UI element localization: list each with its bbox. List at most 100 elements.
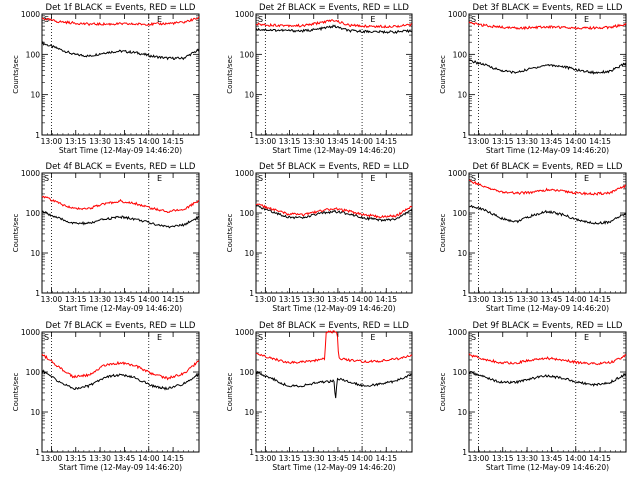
marker-e: E: [157, 174, 162, 183]
x-tick-label: 13:30: [303, 137, 325, 146]
marker-e: E: [370, 174, 375, 183]
marker-e: E: [584, 174, 589, 183]
panel-title: Det 6f BLACK = Events, RED = LLD: [473, 162, 623, 172]
y-axis-label: Counts/sec: [12, 214, 20, 253]
marker-s: S: [471, 15, 476, 24]
y-tick-label: 10: [30, 249, 40, 258]
detector-panel-7: Det 7f BLACK = Events, RED = LLD 1 10 100 10…: [12, 321, 200, 472]
x-tick-label: 13:45: [541, 454, 563, 463]
y-tick-label: 1: [249, 448, 254, 457]
y-axis-label: Counts/sec: [226, 55, 234, 94]
x-tick-label: 13:45: [327, 295, 349, 304]
x-tick-label: 14:15: [375, 295, 397, 304]
x-tick-label: 13:15: [492, 137, 514, 146]
y-tick-label: 10: [30, 408, 40, 417]
x-tick-label: 14:00: [138, 454, 160, 463]
marker-e: E: [584, 15, 589, 24]
y-tick-label: 100: [26, 209, 41, 218]
y-tick-label: 10: [457, 249, 467, 258]
y-tick-label: 100: [453, 209, 468, 218]
x-tick-label: 14:15: [162, 295, 184, 304]
series-events-line: [41, 210, 200, 229]
x-axis-label: Start Time (12-May-09 14:46:20): [272, 304, 395, 313]
x-tick-label: 14:00: [351, 454, 373, 463]
x-tick-label: 13:15: [279, 454, 301, 463]
plot-frame: [255, 172, 413, 294]
panel-title: Det 2f BLACK = Events, RED = LLD: [259, 3, 409, 13]
x-tick-label: 13:15: [65, 454, 87, 463]
y-tick-label: 100: [240, 209, 255, 218]
x-axis-label: Start Time (12-May-09 14:46:20): [59, 304, 182, 313]
y-tick-label: 1: [35, 289, 40, 298]
plot-frame: [468, 331, 627, 453]
y-axis-label: Counts/sec: [439, 55, 447, 94]
y-tick-label: 100: [453, 50, 468, 59]
x-tick-label: 13:00: [255, 137, 277, 146]
series-events-line: [255, 24, 413, 34]
detector-panel-9: Det 9f BLACK = Events, RED = LLD 1 10 100 10…: [439, 321, 627, 472]
marker-s: S: [471, 174, 476, 183]
y-tick-label: 1: [35, 448, 40, 457]
x-tick-label: 14:00: [138, 137, 160, 146]
series-events-line: [255, 370, 413, 399]
plot-frame: [41, 331, 200, 453]
x-tick-label: 14:15: [589, 454, 611, 463]
series-lld-line: [468, 21, 627, 31]
y-tick-label: 1000: [448, 10, 467, 19]
x-tick-label: 13:30: [303, 295, 325, 304]
y-tick-label: 1: [35, 131, 40, 140]
y-tick-label: 1000: [448, 328, 467, 337]
x-tick-label: 13:00: [41, 295, 63, 304]
x-tick-label: 13:00: [468, 137, 490, 146]
marker-e: E: [157, 15, 162, 24]
x-tick-label: 13:00: [255, 454, 277, 463]
y-axis-label: Counts/sec: [12, 55, 20, 94]
x-tick-label: 13:15: [492, 454, 514, 463]
y-tick-label: 10: [30, 91, 40, 100]
series-events-line: [41, 41, 200, 61]
x-tick-label: 13:00: [468, 295, 490, 304]
marker-e: E: [370, 333, 375, 342]
x-tick-label: 14:00: [351, 137, 373, 146]
y-tick-label: 1000: [235, 169, 254, 178]
x-tick-label: 14:00: [565, 295, 587, 304]
y-axis-label: Counts/sec: [439, 214, 447, 253]
x-tick-label: 14:00: [565, 137, 587, 146]
series-events-line: [41, 369, 200, 391]
x-tick-label: 13:30: [89, 295, 111, 304]
x-tick-label: 13:45: [114, 137, 136, 146]
x-tick-label: 13:30: [303, 454, 325, 463]
panel-title: Det 3f BLACK = Events, RED = LLD: [473, 3, 623, 13]
y-tick-label: 10: [457, 91, 467, 100]
detector-panel-4: Det 4f BLACK = Events, RED = LLD 1 10 100 10…: [12, 162, 200, 313]
y-tick-label: 1000: [235, 328, 254, 337]
x-tick-label: 14:00: [138, 295, 160, 304]
panel-title: Det 9f BLACK = Events, RED = LLD: [473, 321, 623, 331]
panel-title: Det 5f BLACK = Events, RED = LLD: [259, 162, 409, 172]
x-tick-label: 13:45: [114, 295, 136, 304]
x-tick-label: 13:45: [327, 137, 349, 146]
y-tick-label: 1000: [21, 328, 40, 337]
series-lld-line: [255, 203, 413, 219]
marker-e: E: [584, 333, 589, 342]
y-tick-label: 100: [26, 368, 41, 377]
panel-title: Det 1f BLACK = Events, RED = LLD: [46, 3, 196, 13]
x-tick-label: 13:45: [541, 137, 563, 146]
x-tick-label: 14:15: [589, 137, 611, 146]
x-axis-label: Start Time (12-May-09 14:46:20): [486, 146, 609, 155]
marker-s: S: [258, 15, 263, 24]
plot-frame: [468, 13, 627, 136]
series-lld-line: [468, 353, 627, 366]
x-tick-label: 13:45: [541, 295, 563, 304]
marker-s: S: [258, 174, 263, 183]
x-tick-label: 13:30: [89, 137, 111, 146]
y-tick-label: 1: [462, 289, 467, 298]
y-tick-label: 10: [244, 408, 254, 417]
x-tick-label: 13:45: [114, 454, 136, 463]
x-tick-label: 13:30: [516, 454, 538, 463]
series-lld-line: [468, 179, 627, 196]
x-tick-label: 13:00: [41, 454, 63, 463]
detector-panel-6: Det 6f BLACK = Events, RED = LLD 1 10 100 10…: [439, 162, 627, 313]
y-tick-label: 10: [457, 408, 467, 417]
y-axis-label: Counts/sec: [226, 214, 234, 253]
